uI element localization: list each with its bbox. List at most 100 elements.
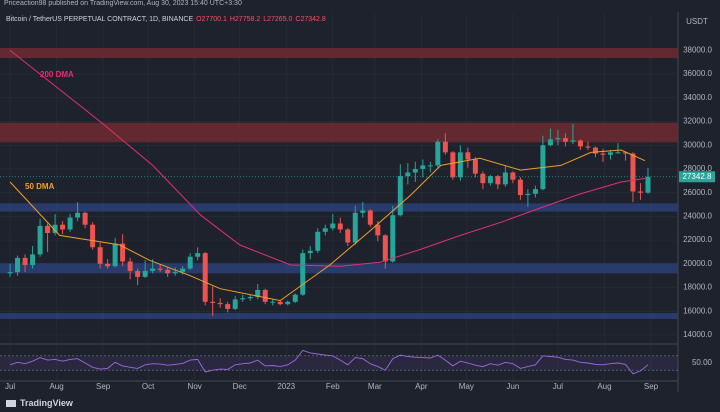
candle-body [427,165,433,167]
x-tick-label: May [459,382,474,391]
x-tick-label: Oct [142,382,155,391]
candle-body [510,172,516,180]
ohlc-value: L27265.0 [263,16,293,23]
x-tick-label: Aug [597,382,611,391]
candle-body [37,225,43,255]
candle-body [442,141,448,153]
zone [0,47,678,59]
candle-body [165,269,171,274]
candle-body [600,153,606,155]
candle-body [217,302,223,305]
x-tick-label: Apr [415,382,428,391]
line-label: 50 DMA [25,182,55,191]
y-tick-label: 34000.0 [683,93,712,102]
currency: USDT [686,17,708,26]
x-tick-label: Aug [49,382,63,391]
y-tick-label: 24000.0 [683,212,712,221]
zone [0,122,678,143]
candle-body [585,146,591,148]
candle-body [577,140,583,147]
candle-body [487,176,493,184]
candle-body [322,228,328,232]
brand: TradingView [20,398,73,408]
x-tick-label: 2023 [277,382,295,391]
candle-body [435,141,441,166]
candle-body [210,301,216,303]
candle-body [307,250,313,254]
symbol-title: Bitcoin / TetherUS PERPETUAL CONTRACT, 1… [6,16,194,23]
ohlc-value: H27758.2 [229,16,261,23]
publisher: Priceaction98 published on TradingView.c… [4,0,242,7]
candle-body [382,235,388,262]
line-label: 200 DMA [40,70,74,79]
candle-body [180,268,186,273]
candle-body [67,217,73,230]
candle-body [645,176,651,193]
candle-body [22,257,28,266]
candle-body [127,261,133,271]
candle-body [300,253,306,295]
candle-body [412,168,418,173]
candle-body [30,254,36,266]
x-tick-label: Feb [326,382,340,391]
candle-body [502,172,508,185]
ohlc-value: O27700.1 [196,16,227,23]
candle-body [232,299,238,309]
candle-body [15,257,21,273]
candle-body [150,268,156,271]
candle-body [450,152,456,178]
y-tick-label: 22000.0 [683,235,712,244]
candle-body [262,289,268,302]
candle-body [367,210,373,225]
x-tick-label: Jun [506,382,519,391]
ohlc-value: C27342.8 [295,16,326,23]
candle-body [142,270,148,277]
moving-average [9,50,646,267]
candle-body [157,268,163,270]
candle-body [405,172,411,177]
candle-body [390,215,396,262]
x-tick-label: Dec [233,382,247,391]
y-tick-label: 18000.0 [683,283,712,292]
candle-body [292,294,298,302]
y-tick-label: 26000.0 [683,188,712,197]
candle-body [615,152,621,154]
candle-body [82,212,88,225]
rsi-line [9,349,649,375]
candle-body [202,253,208,302]
candle-body [60,224,66,230]
y-tick-label: 36000.0 [683,69,712,78]
candle-body [52,224,58,233]
candle-body [135,270,141,277]
candle-body [90,224,96,248]
x-tick-label: Mar [368,382,382,391]
candle-body [622,152,628,154]
y-tick-label: 14000.0 [683,330,712,339]
candle-body [555,138,561,140]
candle-body [562,138,568,142]
candle-body [7,272,13,274]
candle-body [592,147,598,154]
candle-body [345,229,351,243]
candle-body [75,212,81,218]
candle-body [97,247,103,264]
rsi-tick-label: 50.00 [692,358,713,367]
logo [6,400,16,408]
candle-body [277,301,283,305]
y-tick-label: 16000.0 [683,306,712,315]
candle-body [225,304,231,309]
x-tick-label: Sep [96,382,111,391]
candle-body [112,243,118,267]
candle-body [195,253,201,257]
y-tick-label: 38000.0 [683,45,712,54]
y-tick-label: 28000.0 [683,164,712,173]
candle-body [315,231,321,251]
candle-body [45,225,51,233]
candle-body [532,189,538,194]
candle-body [525,193,531,196]
candle-body [375,224,381,236]
candle-body [285,301,291,305]
zone [0,263,678,274]
x-tick-label: Jul [5,382,15,391]
